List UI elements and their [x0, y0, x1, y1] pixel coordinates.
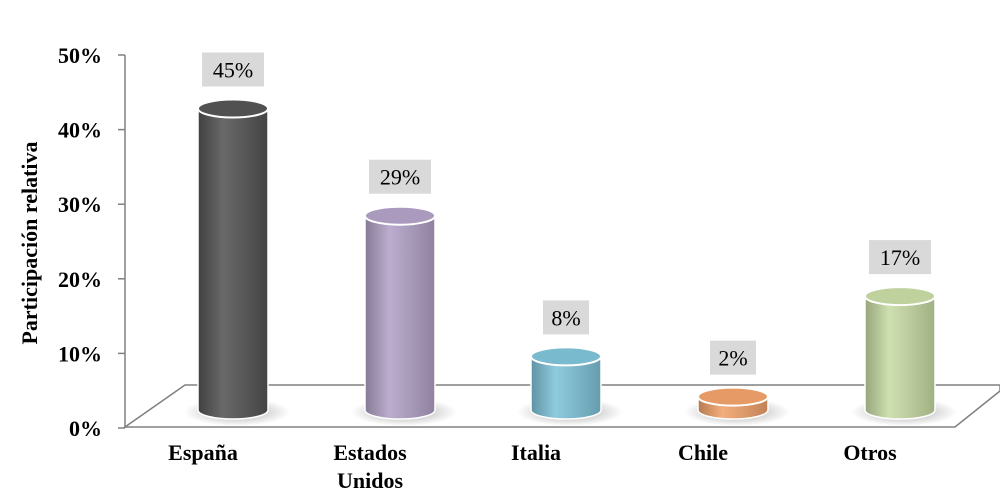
data-label-text: 29%	[380, 165, 420, 190]
data-label-text: 17%	[880, 245, 920, 270]
category-label: Otros	[843, 440, 897, 465]
data-label-box	[869, 240, 931, 275]
bar-5	[851, 286, 957, 426]
bar-body	[197, 107, 269, 420]
data-label-box	[543, 300, 589, 335]
bar-1	[184, 98, 290, 426]
category-labels: España Estados Unidos Italia Chile Otros	[168, 440, 897, 493]
category-label: Chile	[678, 440, 728, 465]
data-label-text: 45%	[213, 58, 253, 83]
y-tick-label: 0%	[69, 416, 102, 441]
data-label-text: 2%	[718, 346, 747, 371]
y-tick-label: 50%	[58, 43, 102, 68]
data-label-box	[369, 159, 431, 194]
data-label-text: 8%	[551, 305, 580, 330]
category-label: España	[168, 440, 238, 465]
data-label-box	[202, 52, 264, 87]
y-axis-label: Participación relativa	[17, 141, 42, 344]
category-label: Italia	[511, 440, 561, 465]
data-label-1: 45%	[202, 52, 264, 87]
bars	[184, 98, 957, 426]
category-label: Estados Unidos	[333, 440, 407, 493]
y-tick-label: 30%	[58, 192, 102, 217]
data-label-3: 8%	[543, 300, 589, 335]
bar-top	[864, 286, 936, 307]
data-label-5: 17%	[869, 240, 931, 275]
bar-body	[530, 355, 602, 420]
y-tick-label: 10%	[58, 341, 102, 366]
y-tick-label: 20%	[58, 267, 102, 292]
y-tick-label: 40%	[58, 118, 102, 143]
data-label-4: 2%	[710, 340, 756, 375]
bar-4	[684, 386, 790, 426]
y-axis-ticks: 0% 10% 20% 30% 40% 50%	[58, 43, 125, 441]
bar-3	[517, 346, 623, 426]
data-labels: 45% 29% 8% 2% 17%	[202, 52, 931, 375]
bar-top	[697, 386, 769, 407]
data-label-2: 29%	[369, 159, 431, 194]
bar-body	[364, 214, 436, 420]
bar-body	[864, 295, 936, 420]
bar-2	[351, 205, 457, 426]
bar-top	[197, 98, 269, 119]
bar-top	[364, 205, 436, 226]
data-label-box	[710, 340, 756, 375]
bar-top	[530, 346, 602, 367]
